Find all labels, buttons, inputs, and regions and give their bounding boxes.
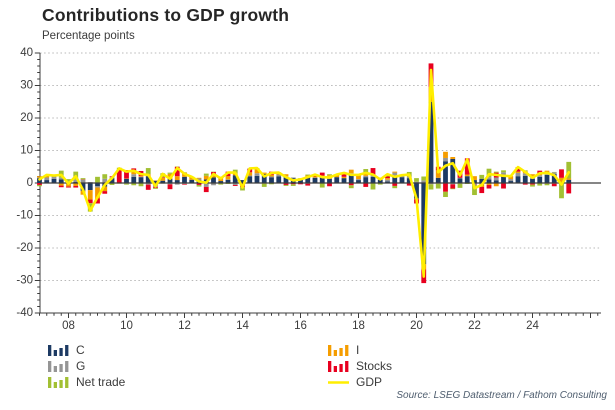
svg-text:30: 30 bbox=[20, 80, 33, 92]
svg-text:10: 10 bbox=[120, 320, 133, 332]
legend-item-gdp: GDP bbox=[328, 375, 392, 390]
legend-column-left: C G Net trade bbox=[48, 343, 125, 391]
legend-label-gdp: GDP bbox=[356, 375, 383, 389]
svg-text:08: 08 bbox=[62, 320, 75, 332]
legend-item-stocks: Stocks bbox=[328, 359, 392, 374]
legend-item-i: I bbox=[328, 343, 392, 358]
svg-text:0: 0 bbox=[27, 177, 33, 189]
svg-text:-40: -40 bbox=[16, 307, 33, 319]
net-trade-bars-icon bbox=[48, 377, 69, 388]
svg-text:-20: -20 bbox=[16, 242, 33, 254]
c-bars-icon bbox=[48, 345, 69, 356]
legend-column-right: I Stocks GDP bbox=[328, 343, 392, 391]
svg-text:20: 20 bbox=[20, 112, 33, 124]
svg-text:12: 12 bbox=[178, 320, 191, 332]
svg-text:24: 24 bbox=[526, 320, 539, 332]
legend-label-net-trade: Net trade bbox=[76, 375, 126, 389]
svg-text:18: 18 bbox=[352, 320, 365, 332]
svg-text:-10: -10 bbox=[16, 210, 33, 222]
g-bars-icon bbox=[48, 361, 69, 372]
legend-item-g: G bbox=[48, 359, 125, 374]
svg-text:20: 20 bbox=[410, 320, 423, 332]
svg-text:10: 10 bbox=[20, 145, 33, 157]
legend-item-net-trade: Net trade bbox=[48, 375, 125, 390]
svg-text:22: 22 bbox=[468, 320, 481, 332]
svg-text:16: 16 bbox=[294, 320, 307, 332]
svg-text:40: 40 bbox=[20, 47, 33, 59]
legend-label-c: C bbox=[76, 343, 85, 357]
source-credit: Source: LSEG Datastream / Fathom Consult… bbox=[396, 390, 607, 401]
legend-item-c: C bbox=[48, 343, 125, 358]
stocks-bars-icon bbox=[328, 361, 349, 372]
legend-label-i: I bbox=[356, 343, 360, 357]
svg-text:14: 14 bbox=[236, 320, 249, 332]
i-bars-icon bbox=[328, 345, 349, 356]
plot-area: -40 -30 -20 -10 0 10 20 30 40 08 10 12 14 16 18 20 22 24 bbox=[16, 47, 601, 332]
gdp-line-icon bbox=[328, 381, 349, 384]
legend-label-stocks: Stocks bbox=[356, 359, 393, 373]
chart-title: Contributions to GDP growth bbox=[42, 5, 290, 25]
svg-text:-30: -30 bbox=[16, 275, 33, 287]
legend-label-g: G bbox=[76, 359, 86, 373]
chart-subtitle: Percentage points bbox=[42, 30, 135, 42]
